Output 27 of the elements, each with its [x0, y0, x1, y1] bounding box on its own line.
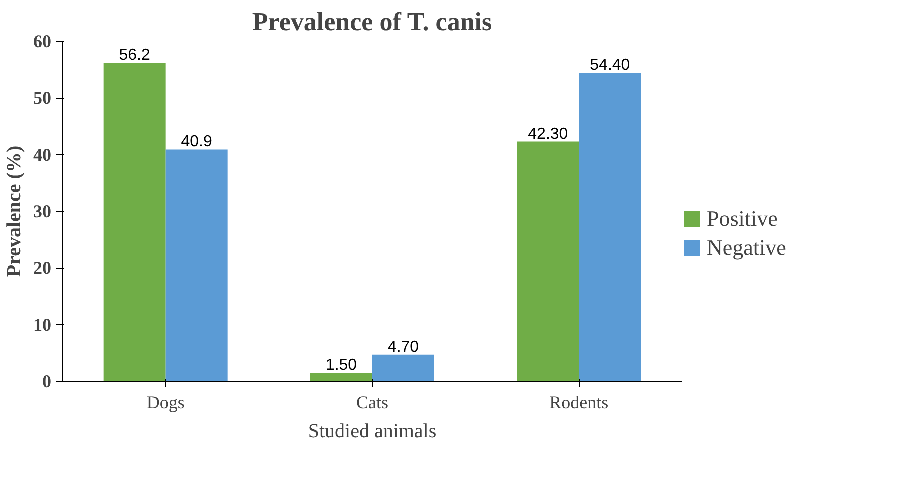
- legend-label: Negative: [707, 235, 786, 261]
- data-label: 4.70: [388, 338, 420, 356]
- x-tick-label: Dogs: [146, 392, 185, 412]
- data-label: 42.30: [528, 126, 568, 143]
- x-tick-label: Cats: [356, 392, 389, 412]
- bar: [104, 63, 166, 382]
- bar: [166, 150, 228, 382]
- data-label: 56.2: [119, 47, 151, 64]
- y-tick-label: 0: [42, 372, 52, 392]
- bar: [372, 354, 434, 382]
- y-axis-title: Prevalence (%): [4, 146, 26, 278]
- bar: [517, 142, 580, 382]
- x-axis-title: Studied animals: [308, 420, 437, 442]
- y-tick-label: 30: [34, 202, 52, 222]
- data-label: 40.9: [181, 134, 213, 151]
- y-tick-label: 20: [34, 258, 52, 278]
- bar: [579, 73, 642, 382]
- x-tick-label: Rodents: [550, 392, 609, 412]
- y-tick-label: 50: [34, 88, 52, 108]
- y-tick-label: 10: [34, 314, 52, 335]
- chart-title: Prevalence of T. canis: [252, 8, 492, 36]
- legend-label: Positive: [707, 206, 778, 232]
- data-label: 54.40: [590, 57, 630, 74]
- y-tick-label: 60: [34, 32, 52, 52]
- data-label: 1.50: [326, 357, 358, 374]
- bar: [310, 373, 372, 382]
- y-tick-label: 40: [34, 144, 52, 165]
